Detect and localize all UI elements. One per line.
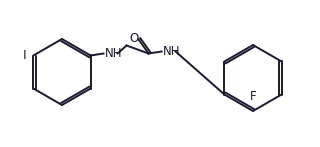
- Text: F: F: [250, 90, 256, 103]
- Text: O: O: [129, 32, 138, 45]
- Text: I: I: [23, 49, 27, 62]
- Text: NH: NH: [105, 47, 122, 60]
- Text: NH: NH: [163, 45, 180, 58]
